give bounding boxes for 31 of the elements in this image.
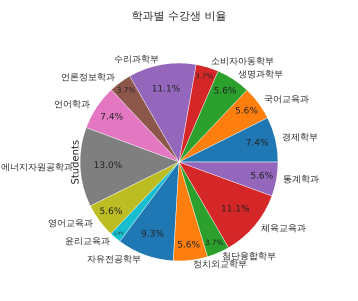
slice-label: 첨단융합학부 [222, 252, 276, 262]
slice-label: 경제학부 [282, 133, 318, 143]
data-label: 3.7% [194, 72, 214, 81]
chart-title: 학과별 수강생 비율 [132, 10, 226, 23]
slice-label: 정치외교학부 [193, 260, 247, 270]
slice-label: 소비자아동학부 [211, 57, 274, 67]
data-label: 5.6% [235, 106, 258, 117]
slice-label: 영어교육과 [48, 219, 93, 229]
data-label: 5.6% [100, 207, 123, 218]
data-label: 5.6% [177, 240, 201, 251]
data-label: 5.6% [250, 172, 274, 182]
slice-label: 에너지자원공학과 [1, 163, 73, 173]
data-label: 11.1% [221, 204, 250, 214]
data-label: 9.3% [141, 229, 164, 240]
slice-label: 수리과학부 [114, 55, 159, 65]
data-label: 13.0% [94, 160, 123, 171]
data-label: 7.4% [246, 138, 270, 149]
data-label: 3.7% [116, 85, 136, 94]
slice-label: 통계학과 [283, 175, 319, 185]
slice-label: 언론정보학과 [61, 73, 115, 83]
slice-label: 자유전공학부 [87, 255, 141, 265]
data-label: 11.1% [152, 84, 181, 94]
text: Students [70, 140, 82, 184]
data-label: 3.7% [204, 238, 224, 248]
slice-label: 윤리교육과 [65, 237, 110, 247]
slice-label: 언어학과 [54, 100, 90, 110]
data-label: 5.6% [214, 86, 237, 97]
slice-label: 국어교육과 [264, 95, 309, 105]
data-label: 7.4% [100, 112, 124, 122]
slice-label: 체육교육과 [261, 224, 306, 234]
slice-label: 생명과학부 [238, 70, 283, 80]
